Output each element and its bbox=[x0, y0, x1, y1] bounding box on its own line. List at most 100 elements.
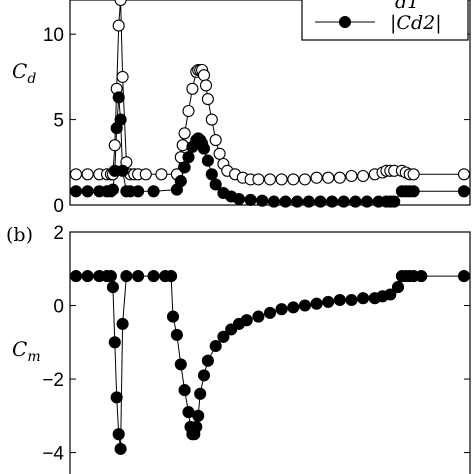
data-point-a-1-1 bbox=[81, 185, 94, 198]
panel-label-b: (b) bbox=[6, 224, 33, 246]
data-point-a-0-9 bbox=[114, 0, 127, 7]
data-point-b-0-9 bbox=[114, 442, 127, 455]
y-tick-label-b-0: −4 bbox=[42, 444, 64, 465]
data-point-b-0-4 bbox=[104, 270, 117, 283]
data-point-a-1-34 bbox=[279, 195, 292, 208]
data-point-b-0-35 bbox=[263, 306, 277, 319]
data-point-a-0-32 bbox=[213, 147, 226, 160]
data-point-b-0-41 bbox=[333, 293, 346, 307]
data-point-a-0-38 bbox=[252, 173, 265, 186]
data-point-a-1-36 bbox=[302, 195, 315, 208]
data-point-b-0-10 bbox=[116, 317, 129, 330]
data-point-a-0-0 bbox=[69, 168, 83, 181]
data-point-b-0-13 bbox=[147, 270, 160, 283]
series-line-b-0 bbox=[76, 275, 464, 449]
data-point-a-0-45 bbox=[333, 171, 346, 184]
data-point-a-0-10 bbox=[116, 70, 129, 83]
data-point-a-0-57 bbox=[457, 168, 471, 181]
y-axis-label-a: Cd bbox=[12, 59, 36, 87]
panel-b: (b) −4 −2 0 2 Cm bbox=[6, 223, 471, 474]
data-point-b-0-12 bbox=[132, 270, 145, 283]
legend: d1 |Cd2| bbox=[301, 0, 469, 41]
panel-a: 0 5 10 Cd d1 |Cd2| bbox=[12, 0, 471, 217]
data-point-b-0-42 bbox=[345, 293, 358, 307]
data-point-b-0-18 bbox=[174, 358, 187, 371]
data-point-b-0-37 bbox=[287, 301, 300, 314]
data-point-a-0-27 bbox=[197, 69, 211, 82]
data-point-b-0-46 bbox=[384, 288, 397, 301]
data-point-a-0-22 bbox=[186, 82, 199, 95]
data-point-b-0-5 bbox=[106, 281, 119, 294]
data-point-b-0-8 bbox=[112, 428, 125, 441]
data-point-a-1-37 bbox=[314, 195, 327, 208]
data-point-b-0-27 bbox=[197, 369, 211, 382]
y-tick-label-b-3: 2 bbox=[53, 223, 64, 244]
data-point-b-0-53 bbox=[457, 270, 471, 283]
data-point-a-0-31 bbox=[209, 134, 222, 147]
series-markers-b bbox=[69, 270, 471, 455]
data-point-a-1-35 bbox=[291, 195, 304, 208]
data-point-b-0-16 bbox=[166, 310, 180, 323]
data-point-b-0-1 bbox=[81, 270, 94, 283]
data-point-a-0-1 bbox=[81, 168, 94, 181]
data-point-b-0-28 bbox=[201, 354, 214, 367]
data-point-a-0-40 bbox=[275, 173, 288, 186]
data-point-a-1-32 bbox=[256, 194, 269, 207]
data-point-b-0-40 bbox=[322, 295, 335, 308]
data-point-a-1-25 bbox=[201, 154, 214, 167]
data-point-a-1-49 bbox=[407, 185, 420, 198]
data-point-a-0-20 bbox=[178, 127, 191, 140]
y-tick-label-b-1: −2 bbox=[42, 370, 64, 391]
legend-box bbox=[301, 0, 469, 41]
data-point-a-0-42 bbox=[298, 173, 311, 186]
data-point-b-0-7 bbox=[110, 391, 123, 404]
data-point-b-0-29 bbox=[209, 339, 222, 353]
data-point-a-0-41 bbox=[287, 173, 300, 186]
data-point-b-0-34 bbox=[252, 310, 265, 323]
data-point-a-1-10 bbox=[116, 164, 129, 177]
series-markers-a bbox=[69, 0, 471, 208]
data-point-a-0-15 bbox=[139, 168, 152, 181]
data-point-a-1-17 bbox=[178, 161, 191, 174]
data-point-a-1-33 bbox=[267, 195, 280, 208]
data-point-a-1-38 bbox=[326, 195, 339, 208]
data-point-a-1-30 bbox=[232, 192, 246, 206]
data-point-a-1-40 bbox=[349, 195, 362, 208]
y-ticks-a: 0 5 10 bbox=[43, 25, 470, 217]
data-point-a-0-47 bbox=[357, 169, 370, 183]
data-point-a-1-0 bbox=[69, 185, 83, 198]
data-point-b-0-15 bbox=[165, 270, 178, 283]
legend-entry-2-label: |Cd2| bbox=[390, 12, 442, 34]
data-point-a-1-27 bbox=[209, 178, 222, 191]
data-point-a-0-30 bbox=[205, 113, 218, 126]
data-point-b-0-19 bbox=[178, 384, 191, 397]
legend-entry-1-label: d1 bbox=[395, 0, 419, 13]
data-point-a-0-44 bbox=[322, 171, 335, 184]
data-point-a-0-6 bbox=[108, 139, 121, 152]
data-point-b-0-39 bbox=[310, 297, 323, 310]
data-point-a-1-45 bbox=[388, 195, 401, 208]
data-point-b-0-33 bbox=[240, 314, 253, 327]
data-point-a-1-16 bbox=[174, 175, 187, 188]
data-point-b-0-25 bbox=[192, 409, 205, 422]
data-point-a-0-46 bbox=[345, 169, 358, 183]
data-point-b-0-0 bbox=[69, 270, 83, 283]
data-point-a-1-39 bbox=[337, 195, 350, 208]
data-point-b-0-17 bbox=[170, 328, 183, 341]
data-point-a-1-18 bbox=[182, 151, 195, 164]
legend-marker-2 bbox=[339, 16, 351, 28]
y-tick-label-a-2: 10 bbox=[43, 25, 64, 46]
axes-frame-b bbox=[69, 231, 471, 474]
data-point-a-0-43 bbox=[310, 171, 323, 184]
data-point-a-0-21 bbox=[182, 104, 195, 118]
data-point-a-1-9 bbox=[114, 113, 127, 126]
data-point-b-0-24 bbox=[190, 420, 203, 433]
data-point-b-0-52 bbox=[415, 270, 428, 283]
data-point-a-1-5 bbox=[106, 183, 119, 196]
y-tick-label-b-2: 0 bbox=[53, 297, 64, 318]
data-point-a-0-56 bbox=[407, 168, 420, 181]
data-point-a-0-28 bbox=[199, 79, 213, 92]
y-ticks-b: −4 −2 0 2 bbox=[42, 223, 470, 465]
data-point-a-0-39 bbox=[263, 173, 277, 186]
data-point-a-1-13 bbox=[132, 185, 145, 198]
